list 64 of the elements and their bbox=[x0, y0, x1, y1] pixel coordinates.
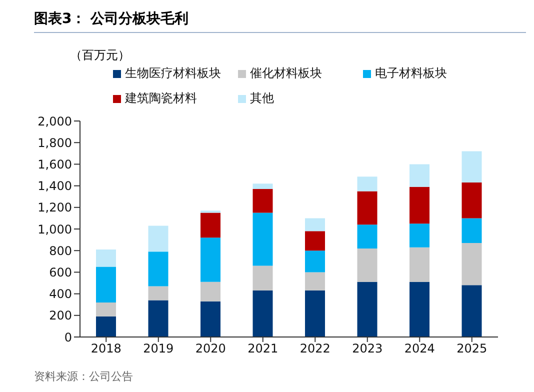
chart-title: 图表3： 公司分板块毛利 bbox=[33, 10, 190, 28]
bar bbox=[410, 186, 430, 224]
bar bbox=[410, 164, 430, 187]
bar bbox=[357, 248, 378, 282]
y-tick-label: 200 bbox=[49, 308, 72, 323]
x-tick-label: 2021 bbox=[248, 342, 278, 356]
bar bbox=[357, 176, 378, 192]
y-tick-label: 800 bbox=[49, 244, 72, 258]
bar bbox=[462, 243, 482, 286]
y-tick-label: 1,000 bbox=[38, 222, 72, 236]
bar bbox=[252, 212, 273, 266]
bar bbox=[148, 226, 168, 252]
bar bbox=[462, 151, 482, 183]
y-axis-title: （百万元） bbox=[69, 47, 131, 62]
bar bbox=[148, 286, 168, 300]
x-tick-label: 2018 bbox=[90, 342, 122, 356]
bar bbox=[252, 184, 273, 190]
y-tick-label: 1,200 bbox=[38, 200, 72, 215]
bar bbox=[148, 252, 168, 286]
bar bbox=[305, 231, 325, 251]
y-tick-label: 1,800 bbox=[38, 136, 72, 150]
x-tick-label: 2022 bbox=[300, 342, 330, 356]
bar bbox=[252, 266, 273, 291]
x-tick-label: 2019 bbox=[143, 342, 174, 356]
bar bbox=[410, 224, 430, 248]
bar bbox=[200, 238, 220, 282]
bar bbox=[200, 282, 220, 302]
bar bbox=[357, 224, 378, 248]
bar bbox=[305, 218, 325, 232]
bar bbox=[148, 300, 168, 337]
bar bbox=[305, 272, 325, 291]
x-tick-label: 2023 bbox=[352, 342, 383, 356]
bar bbox=[410, 247, 430, 282]
bar bbox=[252, 189, 273, 213]
legend-label: 建筑陶瓷材料 bbox=[125, 90, 197, 107]
y-tick-label: 1,600 bbox=[38, 157, 72, 172]
legend-label: 生物医疗材料板块 bbox=[125, 65, 221, 82]
y-tick-label: 2,000 bbox=[38, 114, 72, 128]
bar bbox=[305, 290, 325, 337]
legend-label: 电子材料板块 bbox=[375, 65, 447, 82]
x-tick-label: 2025 bbox=[456, 342, 488, 356]
y-tick-label: 1,400 bbox=[38, 179, 72, 194]
bar bbox=[462, 182, 482, 218]
legend-label: 催化材料板块 bbox=[250, 65, 322, 82]
bar bbox=[96, 316, 116, 337]
y-tick-label: 400 bbox=[49, 287, 72, 302]
x-tick-label: 2024 bbox=[404, 342, 435, 356]
text: 资料来源：公司公告 bbox=[33, 369, 134, 384]
bar bbox=[96, 302, 116, 316]
bar bbox=[252, 290, 273, 337]
bar bbox=[462, 285, 482, 337]
bar bbox=[200, 301, 220, 337]
bar bbox=[96, 250, 116, 267]
bar bbox=[462, 218, 482, 244]
x-tick-label: 2020 bbox=[195, 342, 226, 356]
bar bbox=[357, 282, 378, 337]
y-tick-label: 600 bbox=[49, 265, 72, 280]
bar bbox=[410, 282, 430, 337]
bar bbox=[96, 266, 116, 302]
bar bbox=[305, 250, 325, 272]
bar bbox=[357, 191, 378, 225]
legend-label: 其他 bbox=[250, 90, 274, 107]
bar bbox=[200, 212, 220, 238]
y-tick-label: 0 bbox=[64, 330, 72, 344]
